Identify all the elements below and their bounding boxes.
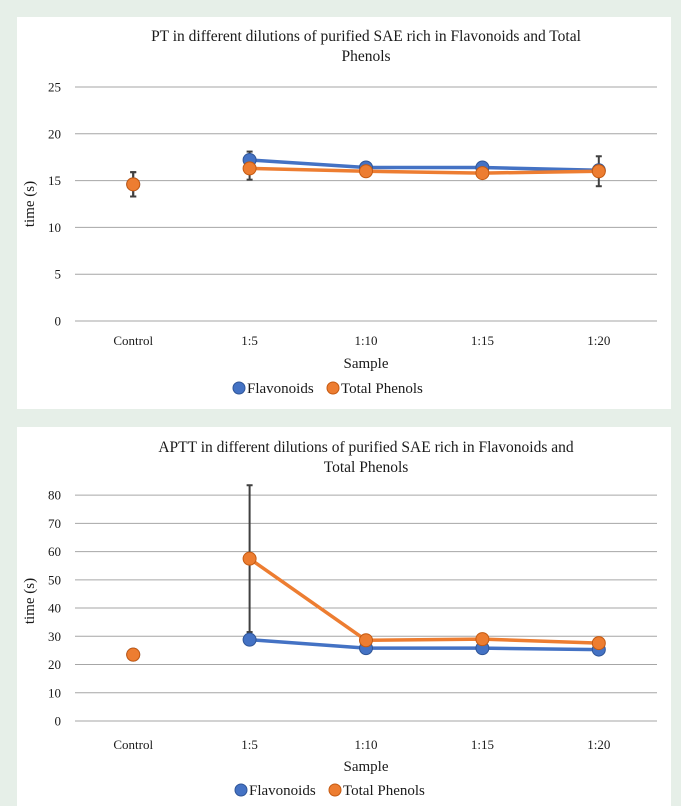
chart-title-line: Total Phenols — [324, 459, 409, 476]
y-tick-label: 25 — [48, 80, 61, 95]
data-point-total-phenols — [475, 632, 490, 647]
y-tick-label: 40 — [48, 601, 61, 616]
legend-entry: Total Phenols — [343, 783, 425, 799]
x-tick-label: 1:10 — [354, 737, 377, 752]
data-point-total-phenols — [591, 636, 606, 651]
y-tick-label: 0 — [55, 714, 62, 729]
data-point-flavonoids — [242, 632, 257, 647]
y-tick-label: 80 — [48, 488, 61, 503]
y-tick-label: 20 — [48, 126, 61, 141]
pt-chart: PT in different dilutions of purified SA… — [22, 28, 657, 397]
x-tick-label: Control — [113, 333, 153, 348]
y-tick-label: 70 — [48, 516, 61, 531]
data-point-total-phenols — [359, 633, 373, 648]
y-tick-label: 15 — [48, 173, 61, 188]
legend-marker — [328, 783, 342, 797]
x-tick-label: 1:20 — [587, 737, 610, 752]
y-tick-label: 30 — [48, 629, 61, 644]
series-line-1 — [248, 557, 599, 645]
data-point-total-phenols — [475, 166, 490, 181]
legend-entry: Total Phenols — [341, 381, 423, 397]
pt-chart-panel: PT in different dilutions of purified SA… — [17, 17, 671, 409]
series-line-0 — [249, 158, 599, 173]
legend-marker — [234, 783, 248, 797]
chart-title-line: PT in different dilutions of purified SA… — [151, 28, 581, 45]
y-tick-label: 0 — [55, 314, 62, 329]
data-point-total-phenols — [242, 161, 257, 176]
x-axis-label: Sample — [344, 759, 389, 775]
x-tick-label: 1:15 — [471, 737, 494, 752]
y-axis-label: time (s) — [22, 578, 38, 624]
x-tick-label: 1:20 — [587, 333, 610, 348]
y-tick-label: 50 — [48, 572, 61, 587]
x-tick-label: 1:15 — [471, 333, 494, 348]
legend-entry: Flavonoids — [247, 381, 314, 397]
y-axis-label: time (s) — [22, 181, 38, 227]
data-point-total-phenols — [242, 551, 257, 566]
legend-marker — [326, 381, 340, 395]
y-tick-label: 20 — [48, 657, 61, 672]
x-tick-label: 1:5 — [241, 737, 258, 752]
series-line-0 — [249, 637, 599, 652]
aptt-chart-panel: APTT in different dilutions of purified … — [17, 427, 671, 806]
data-point-total-phenols — [126, 177, 141, 192]
legend-marker — [232, 381, 246, 395]
x-tick-label: 1:5 — [241, 333, 258, 348]
legend-entry: Flavonoids — [249, 783, 316, 799]
y-tick-label: 60 — [48, 544, 61, 559]
aptt-chart: APTT in different dilutions of purified … — [22, 439, 657, 799]
y-tick-label: 10 — [48, 220, 61, 235]
y-tick-label: 5 — [55, 267, 62, 282]
chart-title-line: APTT in different dilutions of purified … — [158, 439, 574, 456]
x-axis-label: Sample — [344, 356, 389, 372]
x-tick-label: Control — [113, 737, 153, 752]
data-point-total-phenols — [359, 164, 373, 179]
y-tick-label: 10 — [48, 685, 61, 700]
x-tick-label: 1:10 — [354, 333, 377, 348]
data-point-total-phenols — [126, 647, 141, 662]
chart-title-line: Phenols — [341, 48, 390, 65]
series-line-1 — [249, 166, 599, 175]
data-point-total-phenols — [591, 164, 606, 179]
